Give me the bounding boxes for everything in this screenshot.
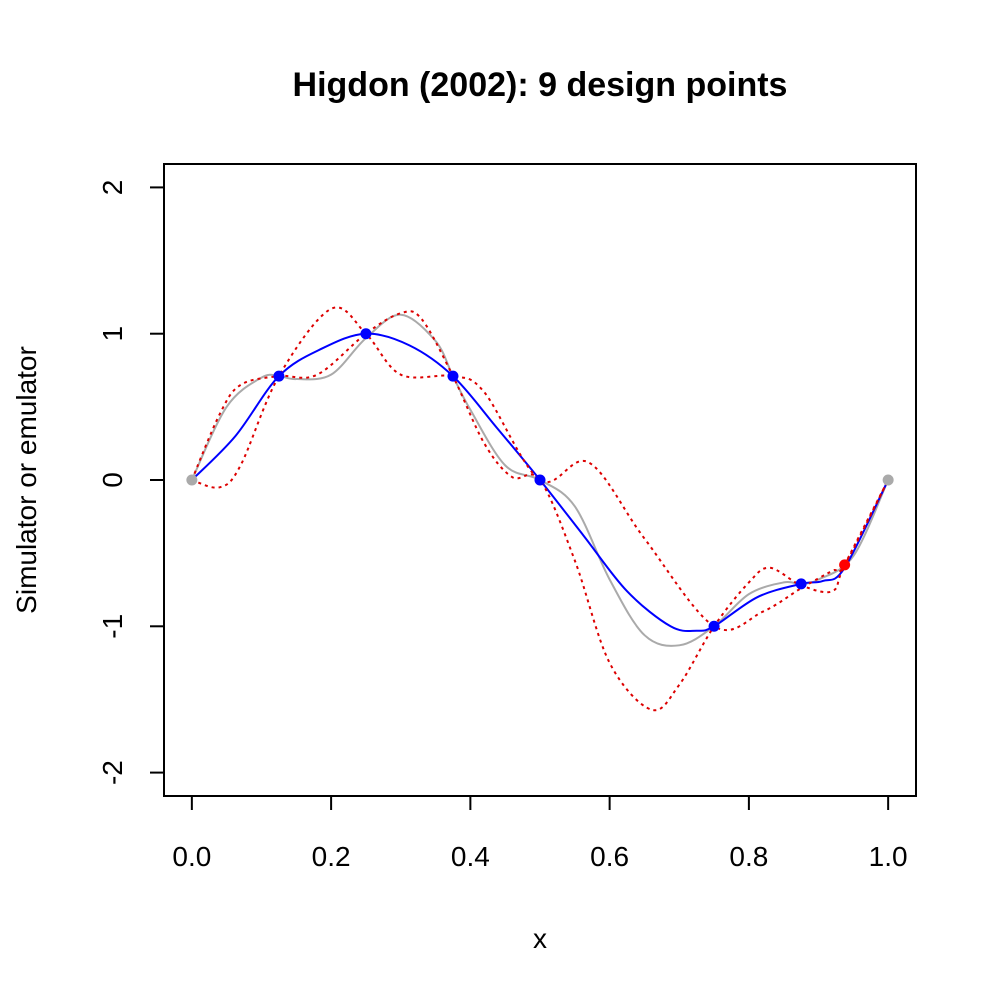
x-tick-label: 0.2 bbox=[312, 841, 351, 872]
data-point-9 bbox=[882, 474, 894, 486]
data-point-1 bbox=[186, 474, 198, 486]
x-tick-label: 0.8 bbox=[729, 841, 768, 872]
y-tick-label: 2 bbox=[97, 180, 128, 196]
y-axis-label: Simulator or emulator bbox=[11, 346, 42, 614]
x-axis: 0.0 0.2 0.4 0.6 0.8 1.0 bbox=[172, 795, 908, 872]
y-axis: -2 -1 0 1 2 bbox=[97, 180, 165, 785]
x-tick-label: 1.0 bbox=[869, 841, 908, 872]
series-lines bbox=[190, 306, 890, 712]
x-axis-label: x bbox=[533, 923, 547, 954]
series-line-4 bbox=[190, 310, 890, 712]
data-point-8 bbox=[839, 559, 851, 571]
design-points bbox=[186, 328, 894, 632]
y-tick-label: 1 bbox=[97, 326, 128, 342]
y-tick-label: -1 bbox=[97, 614, 128, 639]
y-tick-label: -2 bbox=[97, 760, 128, 785]
y-tick-label: 0 bbox=[97, 472, 128, 488]
x-tick-label: 0.0 bbox=[172, 841, 211, 872]
data-point-4 bbox=[447, 370, 459, 382]
data-point-6 bbox=[708, 620, 720, 632]
chart-title: Higdon (2002): 9 design points bbox=[293, 66, 788, 104]
x-tick-label: 0.6 bbox=[590, 841, 629, 872]
data-point-5 bbox=[534, 474, 546, 486]
series-line-3 bbox=[191, 306, 890, 632]
data-point-7 bbox=[795, 578, 807, 590]
x-tick-label: 0.4 bbox=[451, 841, 490, 872]
data-point-2 bbox=[273, 370, 285, 382]
data-point-3 bbox=[360, 328, 372, 340]
